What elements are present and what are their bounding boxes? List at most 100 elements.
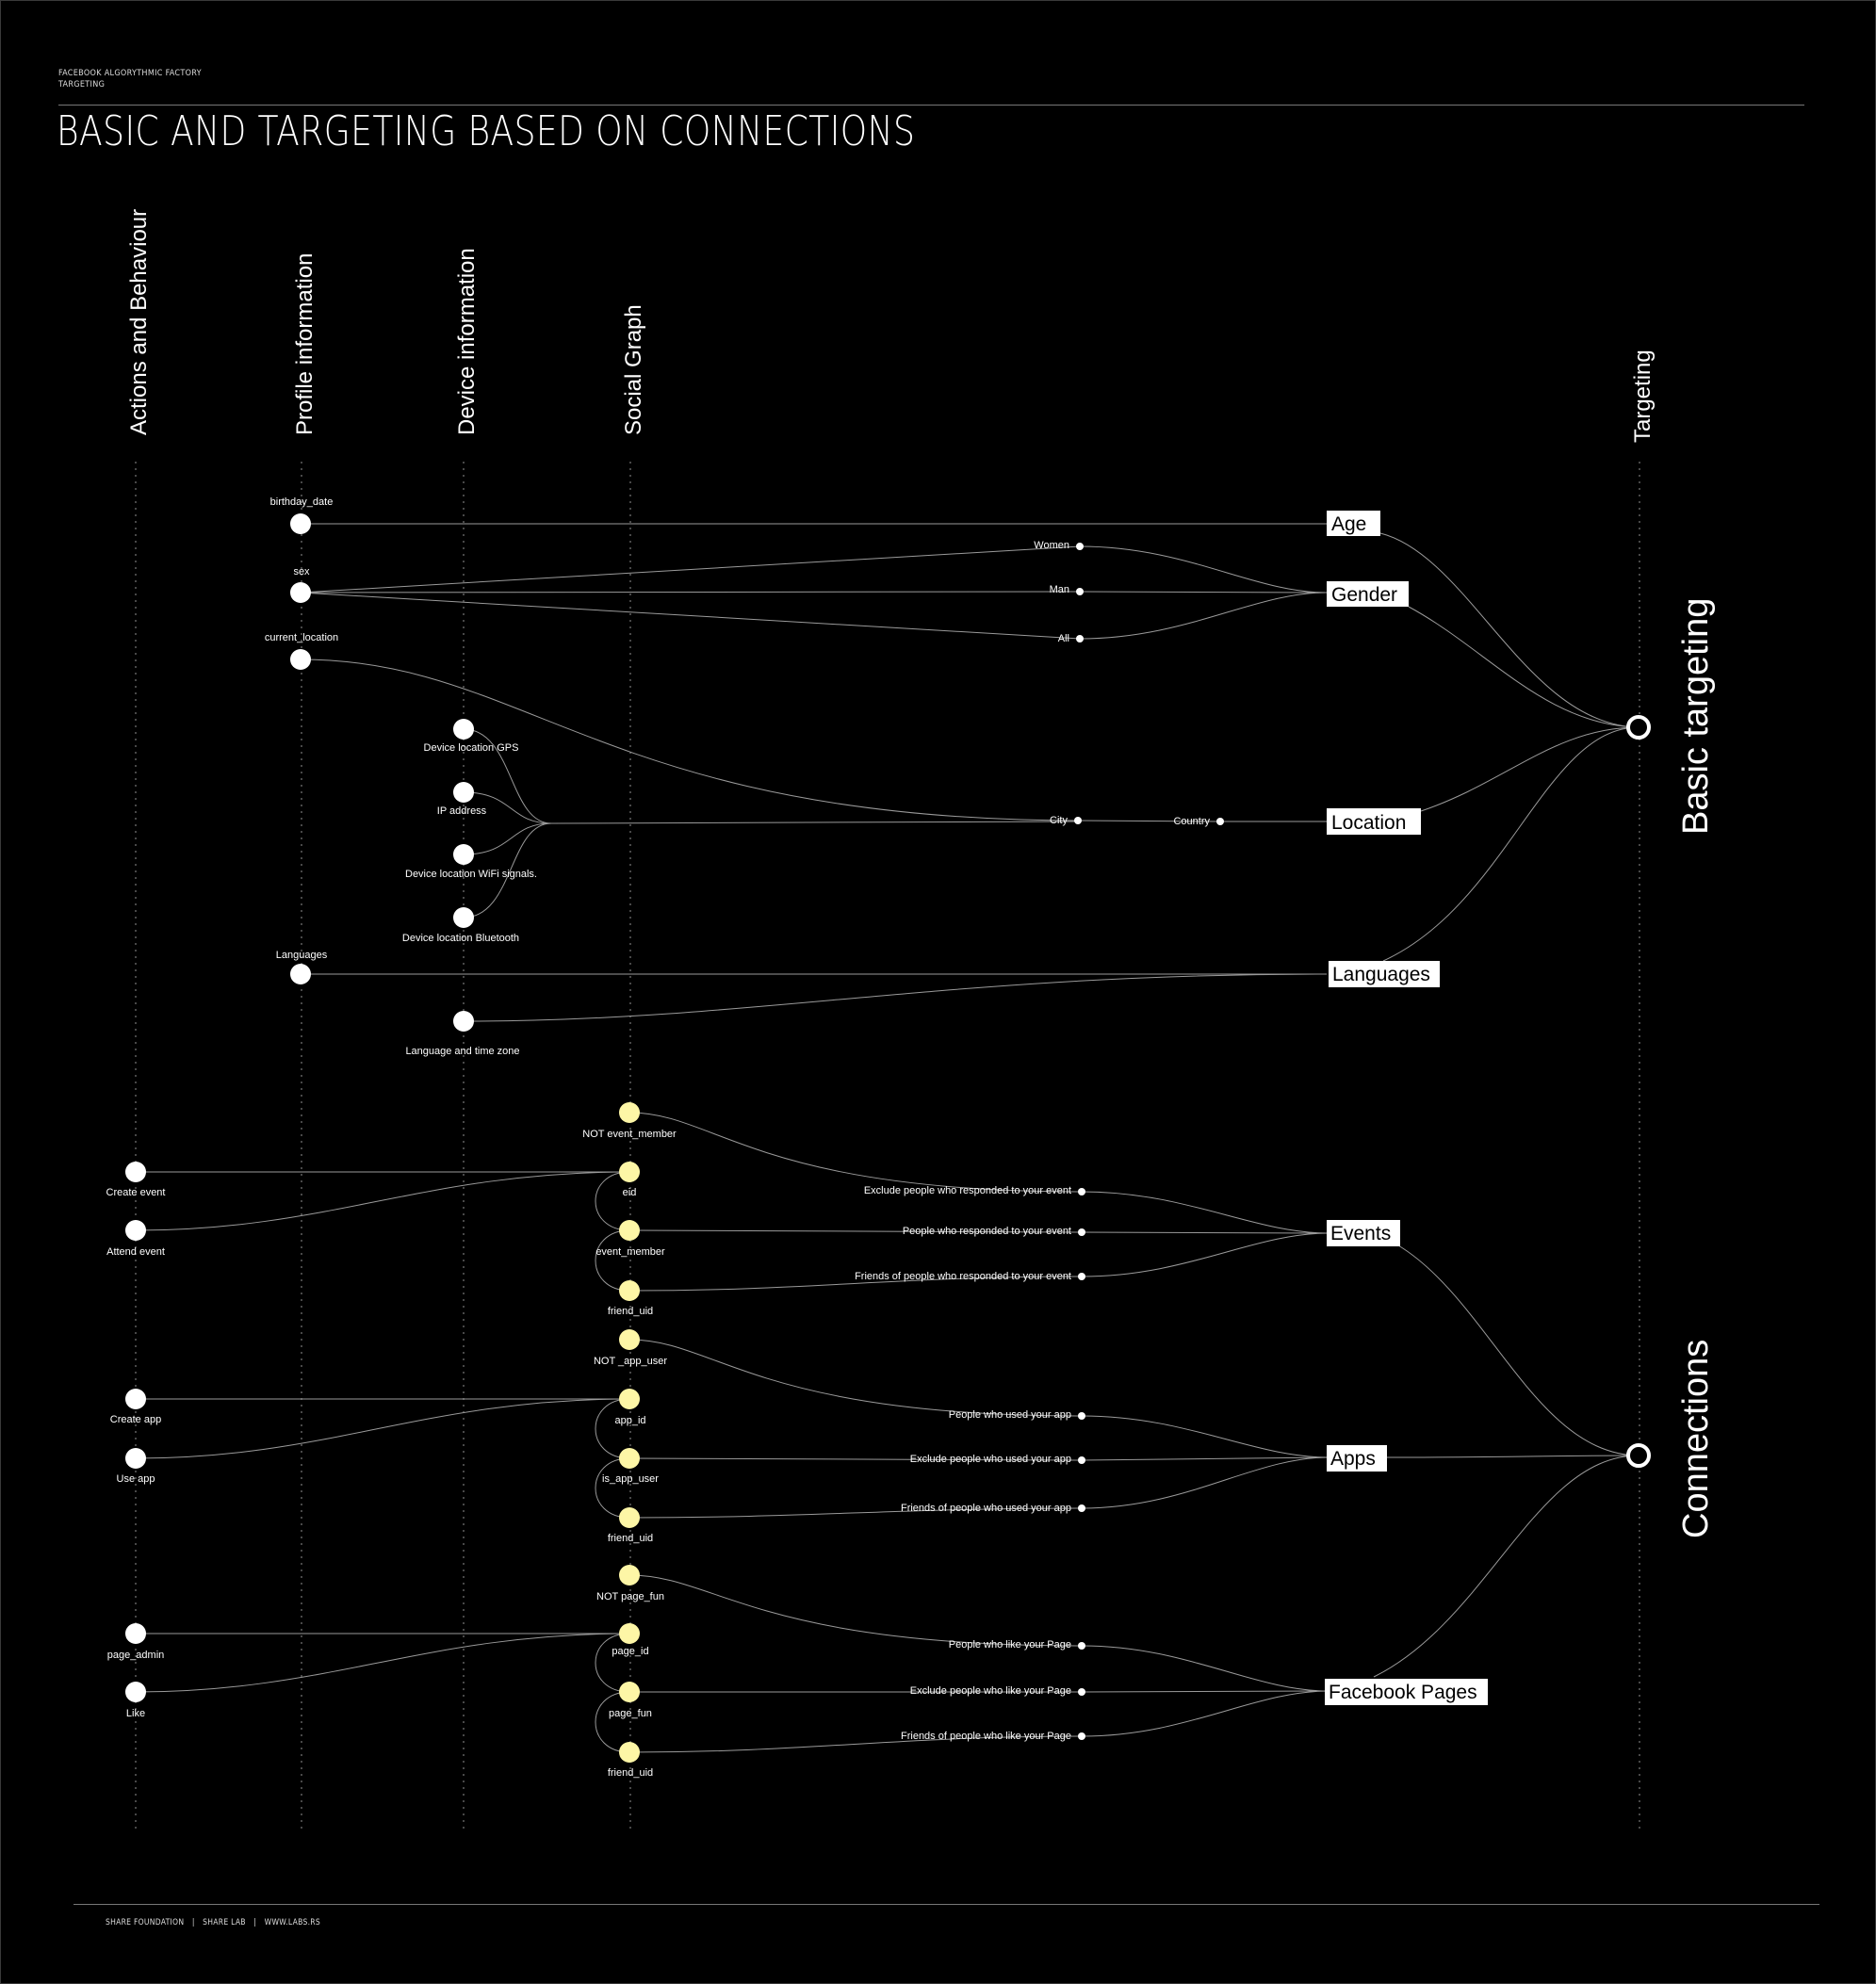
label-languages: Languages: [276, 950, 328, 961]
option-country-dot[interactable]: [1216, 818, 1224, 825]
option-exclude-responded-dot[interactable]: [1078, 1188, 1085, 1195]
option-responded: People who responded to your event: [903, 1226, 1071, 1237]
page-title: BASIC AND TARGETING BASED ON CONNECTIONS: [57, 107, 916, 155]
option-all: All: [1058, 633, 1069, 644]
node-not-event-member[interactable]: [619, 1102, 640, 1123]
option-used-app: People who used your app: [949, 1409, 1071, 1421]
option-friends-like-page-dot[interactable]: [1078, 1732, 1085, 1740]
hub-connections[interactable]: [1626, 1443, 1651, 1468]
label-event-friend-uid: friend_uid: [608, 1306, 653, 1317]
label-not-app-user: NOT _app_user: [594, 1356, 667, 1367]
node-eid[interactable]: [619, 1162, 640, 1182]
node-page-friend-uid[interactable]: [619, 1742, 640, 1763]
target-languages: Languages: [1332, 964, 1430, 985]
node-languages[interactable]: [290, 964, 311, 984]
node-device-bluetooth[interactable]: [453, 907, 474, 928]
target-pages: Facebook Pages: [1329, 1682, 1477, 1703]
label-event-member: event_member: [595, 1246, 665, 1258]
option-all-dot[interactable]: [1076, 635, 1084, 642]
node-page-id[interactable]: [619, 1623, 640, 1644]
label-app-friend-uid: friend_uid: [608, 1533, 653, 1544]
option-like-page: People who like your Page: [949, 1639, 1071, 1651]
label-device-gps: Device location GPS: [424, 742, 519, 754]
hub-basic-targeting[interactable]: [1626, 715, 1651, 740]
node-current-location[interactable]: [290, 649, 311, 670]
node-is-app-user[interactable]: [619, 1448, 640, 1469]
node-attend-event[interactable]: [125, 1220, 146, 1241]
node-device-wifi[interactable]: [453, 844, 474, 865]
option-like-page-dot[interactable]: [1078, 1642, 1085, 1650]
node-page-fun[interactable]: [619, 1682, 640, 1702]
device-nodes: Device location GPS IP address Device lo…: [402, 719, 537, 1057]
header-kicker: FACEBOOK ALGORYTHMIC FACTORY: [58, 69, 202, 78]
label-not-event-member: NOT event_member: [582, 1129, 677, 1140]
footer-separator: |: [253, 1918, 257, 1927]
node-not-page-fun[interactable]: [619, 1565, 640, 1586]
footer-site[interactable]: WWW.LABS.RS: [264, 1918, 320, 1927]
option-friends-responded-dot[interactable]: [1078, 1273, 1085, 1280]
target-age: Age: [1331, 513, 1366, 535]
label-device-bluetooth: Device location Bluetooth: [402, 933, 519, 944]
node-page-admin[interactable]: [125, 1623, 146, 1644]
node-device-gps[interactable]: [453, 719, 474, 740]
target-location-box[interactable]: [1327, 808, 1421, 835]
node-sex[interactable]: [290, 582, 311, 603]
target-languages-box[interactable]: [1329, 961, 1440, 987]
target-events-box[interactable]: [1327, 1220, 1400, 1246]
node-app-friend-uid[interactable]: [619, 1507, 640, 1528]
option-man-dot[interactable]: [1076, 588, 1084, 595]
node-use-app[interactable]: [125, 1448, 146, 1469]
footer: SHARE FOUNDATION | SHARE LAB | WWW.LABS.RS: [106, 1918, 320, 1927]
option-exclude-like-page: Exclude people who like your Page: [910, 1685, 1071, 1697]
profile-nodes: birthday_date sex current_location Langu…: [265, 496, 338, 984]
target-apps-box[interactable]: [1327, 1445, 1387, 1472]
node-create-app[interactable]: [125, 1389, 146, 1409]
events-nodes: Create event Attend event NOT event_memb…: [106, 1102, 1085, 1317]
target-pages-box[interactable]: [1325, 1679, 1488, 1705]
label-not-page-fun: NOT page_fun: [596, 1591, 664, 1602]
label-device-wifi: Device location WiFi signals.: [405, 869, 537, 880]
node-birthday-date[interactable]: [290, 513, 311, 534]
column-title-social: Social Graph: [621, 304, 646, 435]
target-age-box[interactable]: [1327, 511, 1380, 536]
target-location: Location: [1331, 812, 1406, 834]
option-responded-dot[interactable]: [1078, 1228, 1085, 1236]
footer-rule: [73, 1904, 1819, 1905]
option-city-dot[interactable]: [1074, 817, 1082, 824]
option-friends-like-page: Friends of people who like your Page: [901, 1731, 1071, 1742]
node-create-event[interactable]: [125, 1162, 146, 1182]
option-exclude-used-app-dot[interactable]: [1078, 1456, 1085, 1464]
footer-lab: SHARE LAB: [203, 1918, 246, 1927]
label-sex: sex: [293, 566, 310, 577]
group-title-connections: Connections: [1676, 1340, 1716, 1538]
label-birthday-date: birthday_date: [270, 496, 334, 508]
node-event-member[interactable]: [619, 1220, 640, 1241]
node-ip-address[interactable]: [453, 782, 474, 803]
label-is-app-user: is_app_user: [602, 1473, 659, 1485]
node-language-timezone[interactable]: [453, 1011, 474, 1032]
option-exclude-used-app: Exclude people who used your app: [910, 1454, 1071, 1465]
label-create-event: Create event: [106, 1187, 166, 1198]
option-exclude-like-page-dot[interactable]: [1078, 1688, 1085, 1696]
option-women-dot[interactable]: [1076, 543, 1084, 550]
pages-nodes: page_admin Like NOT page_fun page_id pag…: [107, 1565, 1085, 1779]
node-like[interactable]: [125, 1682, 146, 1702]
option-used-app-dot[interactable]: [1078, 1412, 1085, 1420]
target-gender-box[interactable]: [1327, 581, 1409, 607]
label-create-app: Create app: [110, 1414, 161, 1425]
connections-links: [135, 1112, 1639, 1753]
label-attend-event: Attend event: [106, 1246, 165, 1258]
basic-links: [300, 523, 1639, 1022]
target-apps: Apps: [1330, 1448, 1376, 1470]
label-language-timezone: Language and time zone: [405, 1046, 519, 1057]
node-not-app-user[interactable]: [619, 1329, 640, 1350]
option-friends-used-app: Friends of people who used your app: [901, 1503, 1071, 1514]
label-page-id: page_id: [612, 1646, 648, 1657]
label-use-app: Use app: [117, 1473, 155, 1485]
node-event-friend-uid[interactable]: [619, 1280, 640, 1301]
option-friends-used-app-dot[interactable]: [1078, 1504, 1085, 1512]
node-app-id[interactable]: [619, 1389, 640, 1409]
footer-separator: |: [191, 1918, 195, 1927]
target-boxes: Age Gender Location Languages Events App…: [1325, 511, 1488, 1705]
